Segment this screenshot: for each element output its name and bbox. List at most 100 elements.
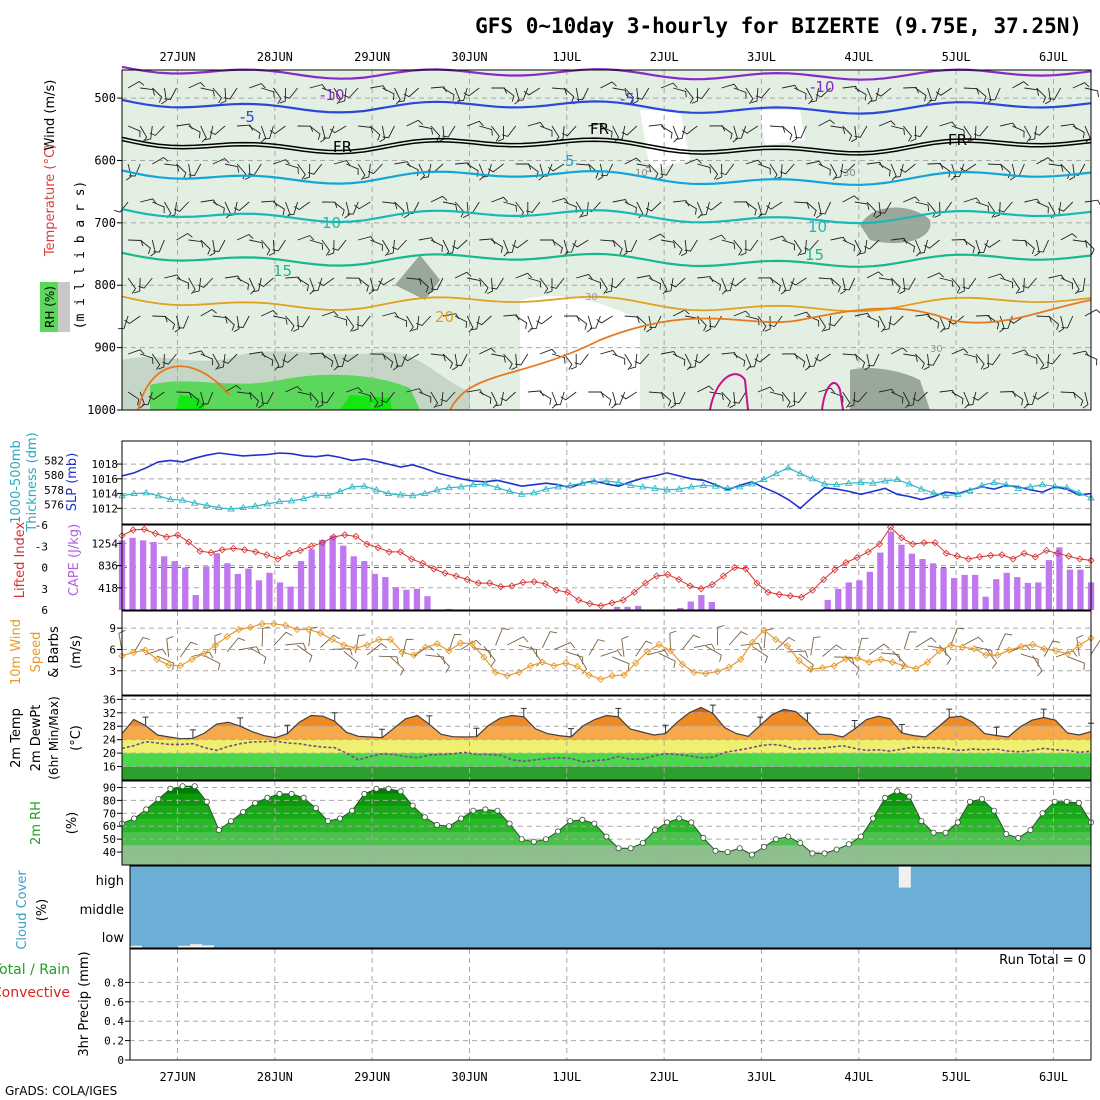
wind-barb <box>828 315 844 327</box>
rh-point <box>942 829 949 836</box>
lifted-index-point <box>697 585 705 593</box>
wind-barb <box>1072 391 1084 407</box>
thickness-point <box>857 478 865 485</box>
cape-bar <box>276 582 284 610</box>
thickness-tick-label: 578 <box>44 484 64 497</box>
wind-barb <box>487 163 504 173</box>
cape-bar <box>234 573 241 610</box>
lifted-index-point <box>419 559 427 567</box>
wind-barb <box>818 163 831 176</box>
wind-barb <box>721 83 739 90</box>
thickness-point <box>542 485 550 492</box>
wind-barb <box>927 315 940 329</box>
wind-barb <box>430 391 439 409</box>
lifted-index-point <box>218 546 226 554</box>
wind-barb <box>664 277 674 293</box>
wind-barb <box>866 315 880 328</box>
wind-barb-10m <box>658 652 676 669</box>
wind-barb <box>1000 277 1014 289</box>
wind-barb <box>333 160 351 166</box>
wind-barb <box>597 163 604 181</box>
wind-barb <box>392 353 399 371</box>
wind-barb <box>200 87 215 97</box>
wind-barb <box>730 277 747 287</box>
rh-point <box>445 823 452 830</box>
temp-minmax-label: (6hr Min/Max) <box>47 696 61 780</box>
temp-panel-frame <box>121 695 1092 781</box>
rh-point <box>664 819 671 826</box>
wind-barb <box>309 239 324 250</box>
wind-speed-point <box>200 650 208 658</box>
thickness-point <box>396 491 405 498</box>
wind-speed-point <box>690 668 698 676</box>
wind-barb <box>1008 315 1025 324</box>
wind-barb <box>158 353 165 370</box>
cloud-low-block <box>178 945 191 948</box>
wind10-label: 10m Wind <box>9 619 24 685</box>
wind-barb <box>176 163 187 179</box>
wind-barb-10m <box>133 636 150 654</box>
wind-barb-10m <box>285 642 307 650</box>
wind-barb <box>382 312 399 318</box>
temperature-minmax-whisker <box>237 717 244 727</box>
rh-tick-label: 90 <box>103 781 116 794</box>
wind-barb <box>819 201 832 215</box>
wind-barb-10m <box>191 651 214 659</box>
wind-barb <box>198 277 214 288</box>
rh-legend-label: RH (%) <box>43 286 57 328</box>
cape-bar <box>708 602 715 610</box>
wind-speed-point <box>912 665 920 673</box>
wind-barb <box>224 384 242 393</box>
wind-speed-point <box>830 662 838 670</box>
wind-barb <box>164 163 180 172</box>
wind-barb <box>768 315 783 328</box>
sounding-panel-frame <box>121 69 1092 411</box>
wind-speed-point <box>386 635 395 644</box>
rh-tick-label: 40 <box>103 846 116 859</box>
wind-barb <box>416 315 432 327</box>
wind-barb-10m <box>448 633 462 652</box>
wind-barb <box>312 277 323 292</box>
temperature-line <box>121 706 1092 740</box>
wind-barb <box>209 239 216 257</box>
thickness-point <box>348 483 356 490</box>
wind-barb <box>878 388 896 395</box>
wind-barb <box>140 353 154 365</box>
wind-barb <box>709 163 719 180</box>
lifted-index-point <box>519 578 527 586</box>
wind-barb <box>729 391 736 409</box>
wind-barb <box>600 163 614 177</box>
thickness-point <box>699 481 708 488</box>
wind-barb <box>442 201 458 211</box>
thickness-point <box>614 478 623 485</box>
wind-barb <box>660 239 676 249</box>
rh-point <box>373 785 380 792</box>
contour-label: 5 <box>565 152 575 170</box>
wind-barb <box>733 310 751 317</box>
wind-barb-10m <box>320 634 340 648</box>
wind-barb-10m <box>273 631 293 646</box>
rh-point <box>300 794 307 801</box>
wind-barb <box>200 239 211 255</box>
wind-barb <box>276 353 286 369</box>
cape-bar <box>213 553 220 610</box>
wind-barb <box>127 349 145 355</box>
wind-barb <box>624 353 633 371</box>
rh-point <box>324 818 331 825</box>
wind-barb <box>721 277 727 295</box>
lifted-index-point <box>1054 549 1062 557</box>
wind-speed-point <box>795 657 803 665</box>
cape-bar <box>1024 582 1031 610</box>
wind-barb <box>854 353 866 369</box>
wind-speed-point <box>982 651 990 659</box>
date-label-top: 30JUN <box>451 50 487 64</box>
wind-barb <box>600 391 612 406</box>
rh-point <box>215 827 222 834</box>
wind-barb <box>209 125 226 136</box>
wind-barb <box>814 353 831 362</box>
wind-barb <box>332 239 347 251</box>
wind-speed-point <box>176 662 185 670</box>
thickness-point <box>142 488 151 496</box>
wind-barb <box>988 87 1001 101</box>
wind-barb <box>757 277 774 284</box>
